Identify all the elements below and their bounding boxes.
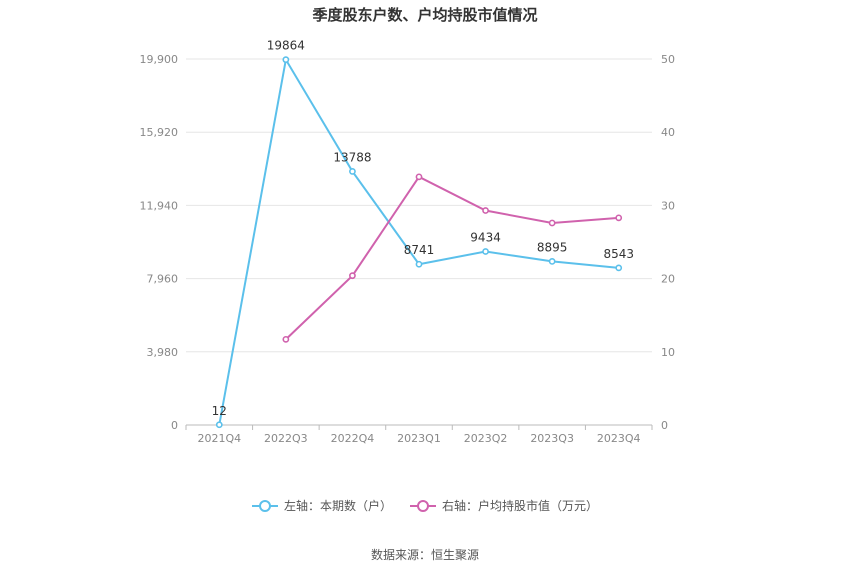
data-label: 8543 [603,247,634,261]
left-tick-label: 11,940 [140,199,179,212]
data-label: 13788 [333,150,371,164]
data-point-right [482,207,489,214]
data-point-right [349,272,356,280]
legend: 左轴：本期数（户） 右轴：户均持股市值（万元） [0,497,850,514]
legend-right-label: 右轴：户均持股市值（万元） [442,499,599,513]
left-tick-label: 0 [171,419,178,432]
data-point-left [548,258,556,265]
data-label: 9434 [470,230,501,244]
data-source: 数据来源：恒生聚源 [370,548,479,562]
series-points [215,56,623,429]
data-labels: 12 19864 13788 8741 9434 8895 8543 [212,39,634,418]
right-tick-label: 50 [661,53,675,66]
x-axis-ticks: 2021Q4 2022Q3 2022Q4 2023Q1 2023Q2 2023Q3 2023… [185,425,653,445]
x-tick-label: 2022Q4 [331,432,375,445]
legend-left-label: 左轴：本期数（户） [283,499,392,513]
left-tick-label: 15,920 [140,126,179,139]
data-point-left [215,421,223,429]
data-point-right [548,219,556,227]
right-tick-label: 40 [661,126,675,139]
legend-left-swatch-icon [251,499,278,512]
right-tick-label: 10 [661,346,675,359]
data-point-left [615,264,623,272]
right-tick-label: 0 [661,419,668,432]
data-label: 12 [212,404,227,418]
x-tick-label: 2023Q1 [397,432,441,445]
right-axis-ticks: 0 10 20 30 40 50 [661,53,675,432]
chart-title: 季度股东户数、户均持股市值情况 [312,6,538,24]
left-tick-label: 7,960 [147,273,179,286]
x-tick-label: 2023Q2 [464,432,508,445]
x-tick-label: 2021Q4 [197,432,241,445]
data-point-left [282,56,290,64]
data-label: 8895 [537,240,568,254]
data-label: 19864 [267,39,305,53]
left-axis-ticks: 0 3,980 7,960 11,940 15,920 19,900 [140,53,179,432]
data-point-right [615,214,623,222]
series-line-right [285,175,619,341]
right-tick-label: 30 [661,199,675,212]
data-point-right [415,173,423,181]
legend-item-left-series[interactable]: 左轴：本期数（户） [251,497,392,514]
left-tick-label: 3,980 [147,346,179,359]
x-tick-label: 2022Q3 [264,432,308,445]
data-label: 8741 [404,243,435,257]
data-point-left [349,168,356,175]
x-tick-label: 2023Q4 [597,432,641,445]
right-tick-label: 20 [661,273,675,286]
x-tick-label: 2023Q3 [530,432,574,445]
left-tick-label: 19,900 [140,53,179,66]
legend-item-right-series[interactable]: 右轴：户均持股市值（万元） [410,497,598,514]
data-point-left [415,260,423,268]
data-point-left [482,248,489,255]
data-point-right [282,335,290,343]
legend-right-swatch-icon [410,499,436,512]
grid-lines [186,58,652,426]
